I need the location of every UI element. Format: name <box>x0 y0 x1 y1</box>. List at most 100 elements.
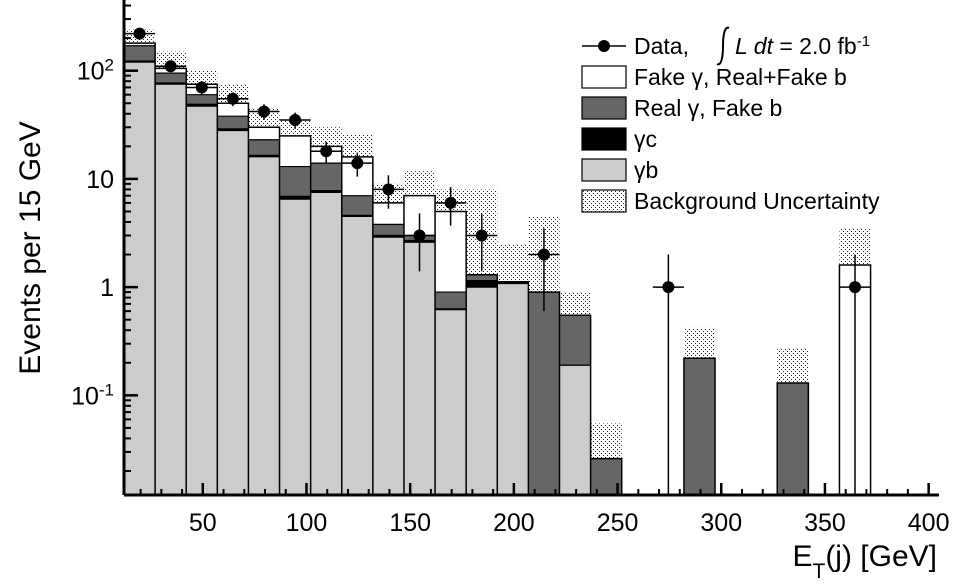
legend-data-marker <box>598 40 610 52</box>
bin-0-real <box>124 45 156 61</box>
legend-entry-fake: Fake γ, Real+Fake b <box>581 64 847 90</box>
x-tick-label-2: 150 <box>389 509 431 537</box>
legend-swatch-gb <box>581 158 627 182</box>
bin-7-real <box>341 195 373 216</box>
bin-3-real <box>217 116 249 129</box>
bin-4-real <box>248 139 280 156</box>
legend: Data, L dt = 2.0 fb-1 Fake γ, Real+Fake b R… <box>581 26 880 214</box>
legend-label-gb: γb <box>634 157 658 183</box>
histogram-outline <box>124 42 872 495</box>
bin-16-real <box>683 358 716 495</box>
bin-8-gc <box>372 235 404 238</box>
legend-swatch-fake <box>581 65 627 89</box>
data-point-14 <box>849 281 862 294</box>
data-points <box>124 27 871 495</box>
legend-lumi-exp: -1 <box>857 33 870 50</box>
bin-3-gb <box>217 130 249 495</box>
y-tick-label-0: 102 <box>77 55 114 86</box>
x-tick-label-5: 300 <box>700 509 742 537</box>
bin-6-gc <box>310 190 342 193</box>
data-point-13 <box>662 281 675 294</box>
legend-label-data: Data, <box>634 33 689 59</box>
bin-3-fake <box>217 103 249 117</box>
bin-5-gc <box>279 196 311 200</box>
x-axis-label-sub: T <box>812 560 825 581</box>
bin-0-fake <box>124 43 156 46</box>
bin-10-real <box>435 292 467 309</box>
bin-8-real <box>372 224 404 236</box>
legend-lumi-dt: dt <box>754 33 780 59</box>
legend-label-real: Real γ, Fake b <box>634 95 782 121</box>
data-point-4 <box>257 105 270 118</box>
y-tick-label-1: 10 <box>86 166 114 194</box>
bin-9-gb <box>403 242 436 495</box>
bin-0-gb <box>124 62 156 495</box>
legend-integral-sign <box>716 26 730 66</box>
data-point-12 <box>537 248 550 261</box>
legend-entry-data: Data, L dt = 2.0 fb-1 <box>582 26 870 66</box>
bin-10-gb <box>435 309 467 495</box>
bin-3-gc <box>217 128 249 131</box>
data-point-10 <box>444 196 457 209</box>
legend-label-fake: Fake γ, Real+Fake b <box>634 64 847 90</box>
data-point-5 <box>289 114 302 127</box>
bin-4-gc <box>248 155 280 157</box>
bin-11-real <box>466 274 498 281</box>
bin-12-gb <box>497 283 529 495</box>
y-axis-label: Events per 15 GeV <box>14 121 47 374</box>
data-point-8 <box>382 183 395 196</box>
bin-14-gb <box>559 365 591 495</box>
bin-14-real <box>559 315 591 366</box>
bin-17-real <box>777 383 809 495</box>
bin-13-real <box>528 292 560 495</box>
bin-1-real <box>155 73 187 83</box>
legend-lumi-text: L dt = 2.0 fb-1 <box>735 33 870 60</box>
legend-entry-gb: γb <box>581 157 658 183</box>
legend-entry-unc: Background Uncertainty <box>581 188 880 214</box>
bin-2-gb <box>186 106 218 495</box>
data-point-11 <box>475 229 488 242</box>
x-axis-label: ET(j) [GeV] <box>792 540 937 580</box>
y-tick-exp-3: -1 <box>99 380 114 399</box>
legend-entry-real: Real γ, Fake b <box>581 95 782 121</box>
x-tick-label-3: 200 <box>493 509 535 537</box>
bin-5-fake <box>279 135 311 167</box>
legend-lumi-var: L <box>735 33 754 59</box>
y-tick-label-2: 1 <box>100 274 114 302</box>
legend-swatch-unc <box>581 189 627 213</box>
data-point-2 <box>195 81 208 94</box>
legend-label-unc: Background Uncertainty <box>634 188 880 214</box>
bin-8-fake <box>372 202 404 225</box>
bin-7-gb <box>341 216 373 495</box>
legend-label-gc: γc <box>634 126 657 152</box>
x-tick-label-1: 100 <box>286 509 328 537</box>
data-point-3 <box>226 92 239 105</box>
bin-5-gb <box>279 199 311 495</box>
bin-8-gb <box>372 237 404 495</box>
y-tick-exp-0: 2 <box>105 55 114 74</box>
plot-area <box>124 27 872 495</box>
axes: 50 100 150 200 250 300 350 400 102 10 1 10-1 <box>71 0 949 537</box>
bin-4-gb <box>248 156 280 495</box>
legend-swatch-real <box>581 96 627 120</box>
bin-6-real <box>310 163 342 191</box>
bin-6-gb <box>310 192 342 495</box>
bin-11-gb <box>466 287 498 495</box>
data-point-9 <box>413 229 426 242</box>
x-tick-label-4: 250 <box>597 509 639 537</box>
bin-2-real <box>186 94 218 105</box>
data-point-1 <box>164 60 177 73</box>
legend-lumi-value: = 2.0 fb <box>779 33 856 59</box>
data-point-6 <box>320 145 333 158</box>
legend-entry-gc: γc <box>581 126 657 152</box>
x-tick-label-7: 400 <box>908 509 950 537</box>
bin-11-gc <box>466 280 498 288</box>
y-tick-label-3: 10-1 <box>71 380 114 411</box>
x-tick-label-0: 50 <box>189 509 217 537</box>
bin-4-fake <box>248 127 280 140</box>
data-point-0 <box>133 27 146 40</box>
data-point-7 <box>351 157 364 170</box>
bin-1-gb <box>155 84 187 495</box>
legend-swatch-gc <box>581 127 627 151</box>
